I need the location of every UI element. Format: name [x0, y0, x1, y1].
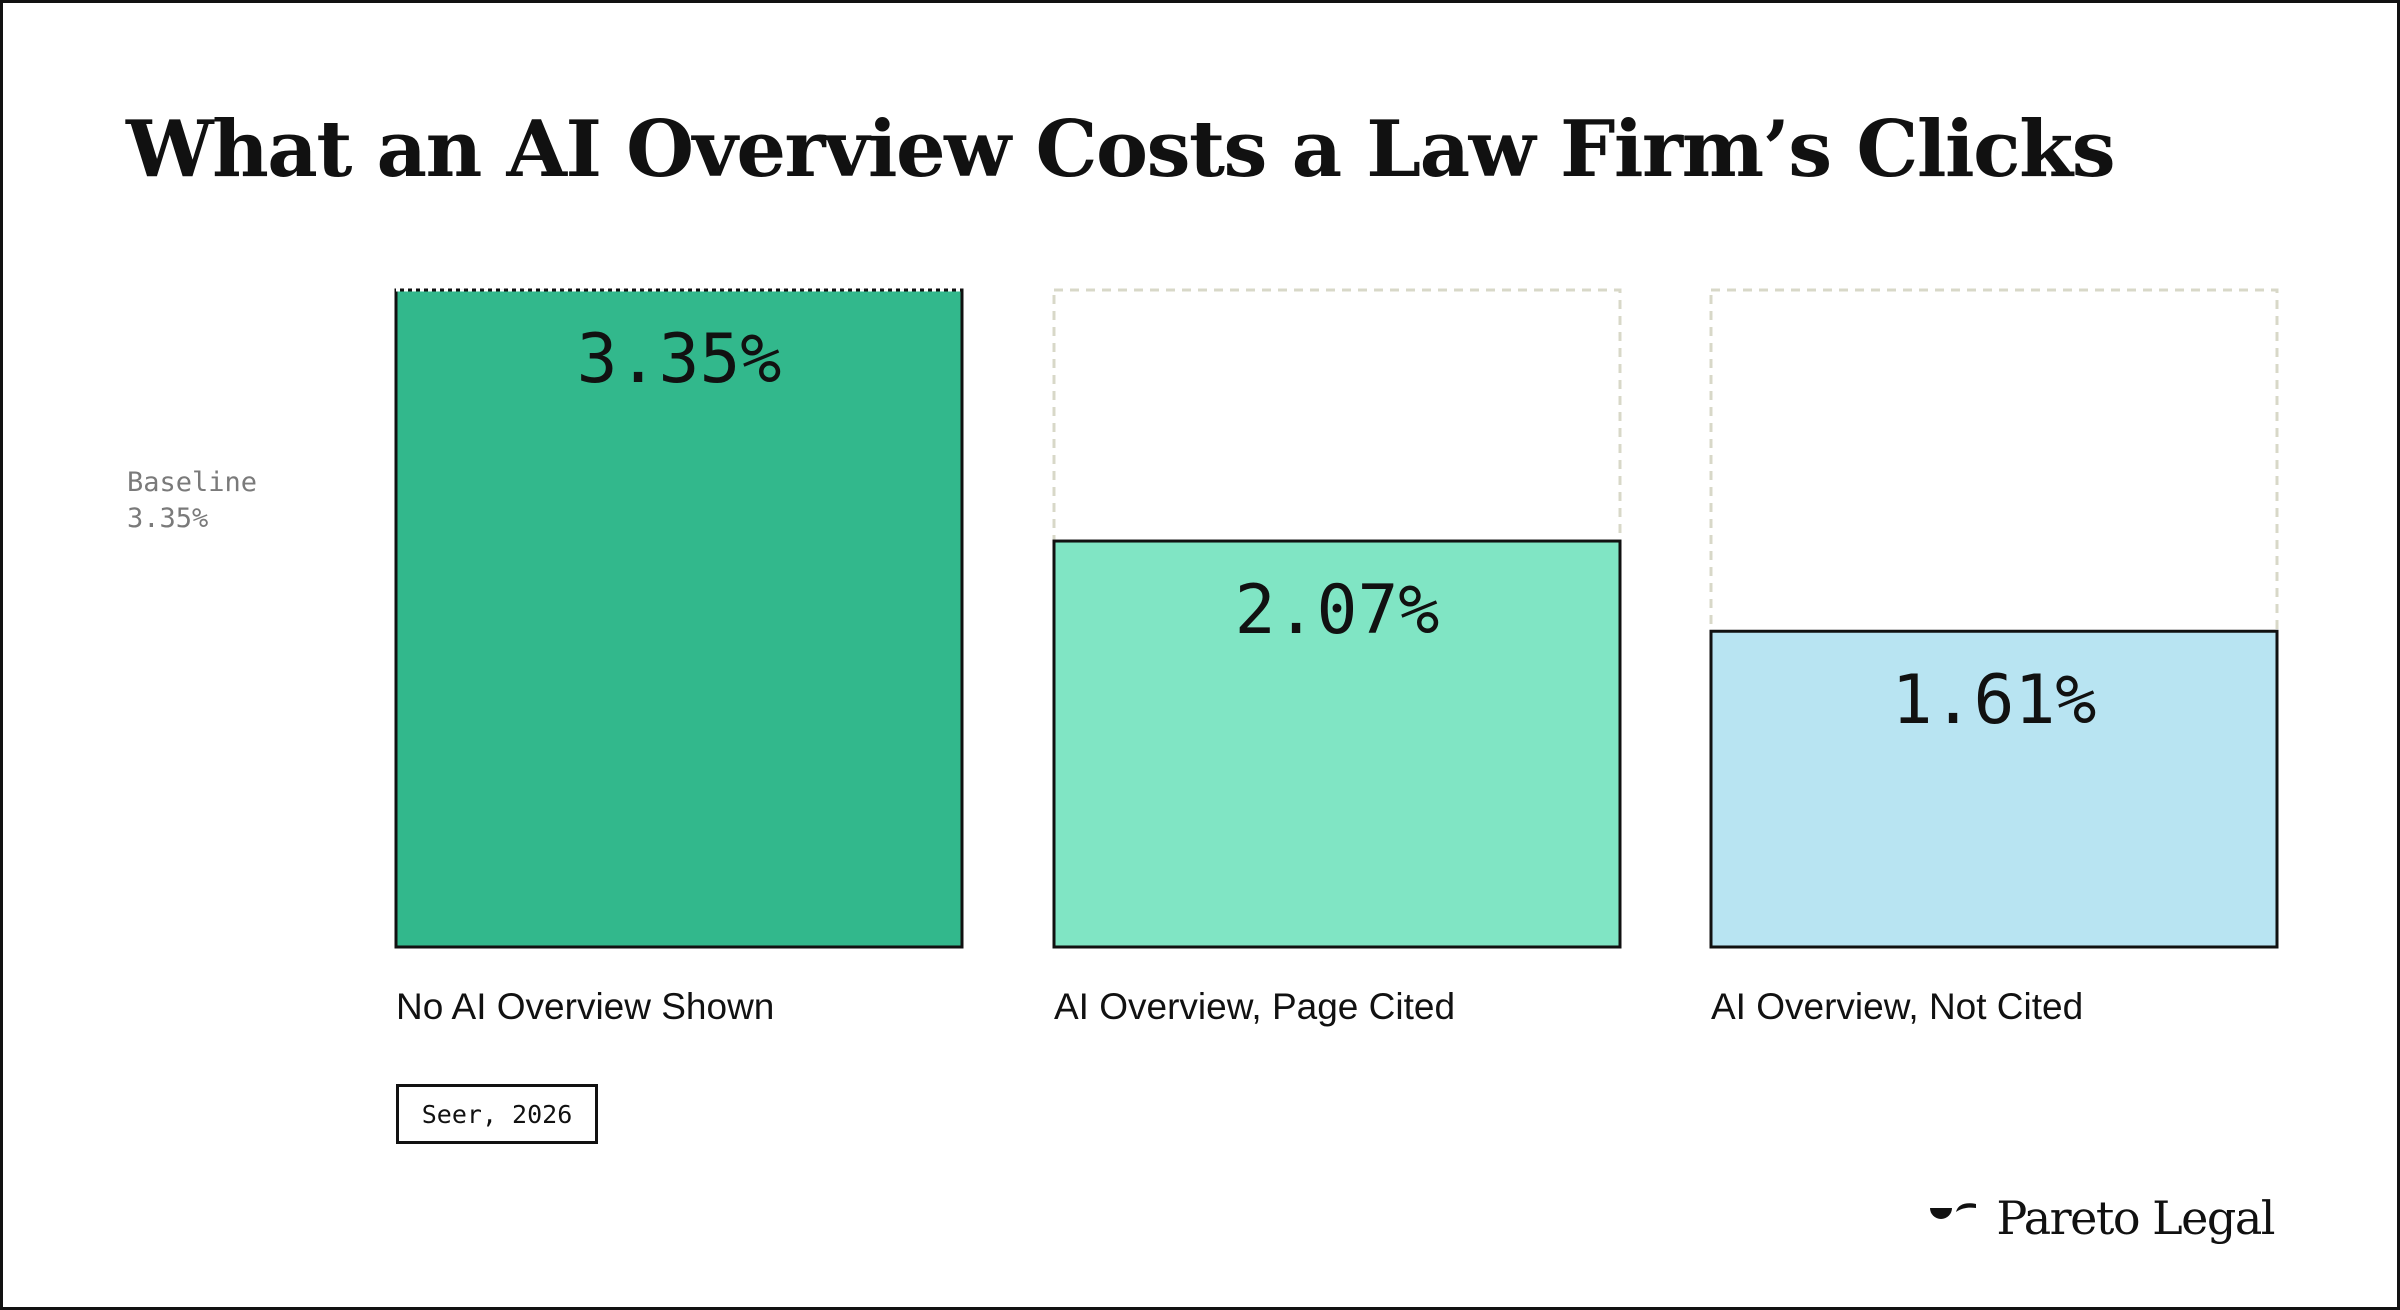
baseline-label: Baseline 3.35%	[127, 465, 257, 537]
source-badge: Seer, 2026	[396, 1084, 598, 1144]
bar-value-label: 2.07%	[1235, 571, 1440, 650]
baseline-value-text: 3.35%	[127, 503, 209, 534]
bar	[1709, 629, 2279, 949]
category-label: AI Overview, Page Cited	[1054, 986, 1455, 1027]
category-label: No AI Overview Shown	[396, 986, 774, 1027]
category-label: AI Overview, Not Cited	[1711, 986, 2083, 1027]
bar	[1052, 539, 1622, 949]
bar-value-label: 3.35%	[577, 320, 782, 399]
bar-value-label: 1.61%	[1892, 661, 2097, 740]
brand-name: Pareto Legal	[1996, 1191, 2275, 1245]
baseline-label-text: Baseline	[127, 467, 258, 498]
brand-logo: Pareto Legal	[1928, 1191, 2275, 1245]
pareto-legal-logo-icon	[1930, 1203, 1977, 1219]
chart-title: What an AI Overview Costs a Law Firm’s C…	[126, 104, 2116, 195]
bar-chart: 3.35% No AI Overview Shown 2.07% AI Overvie…	[394, 288, 2279, 1027]
bar	[394, 288, 964, 949]
